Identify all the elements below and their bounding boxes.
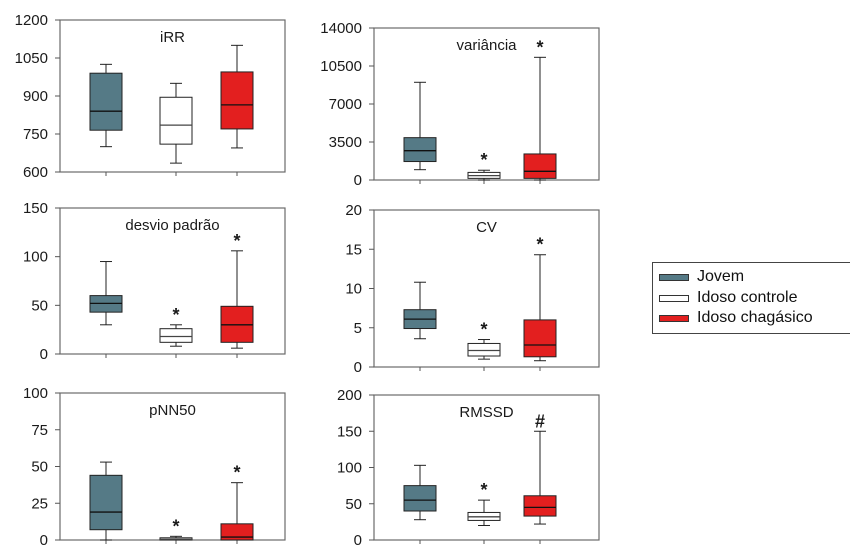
box-idoso-chagasico: *: [220, 463, 254, 541]
box-iqr: [220, 523, 254, 541]
box-iqr: [403, 485, 437, 512]
chart-title: variância: [456, 37, 517, 54]
y-tick-label: 0: [40, 346, 48, 363]
chart-panel-irr: 600 750 900 1050 1200 iRR: [15, 12, 286, 181]
y-tick-label: 25: [31, 495, 48, 512]
chart-panel-desvio-padrao: 0 50 100 150 desvio padrão * *: [23, 200, 286, 363]
legend-item-idoso-chagasico: Idoso chagásico: [659, 309, 813, 327]
chart-title: pNN50: [149, 402, 196, 419]
legend-swatch-idoso-chagasico: [659, 314, 689, 322]
chart-title: desvio padrão: [125, 217, 219, 234]
plot-frame: [59, 207, 286, 355]
y-tick-label: 10500: [320, 58, 362, 75]
chart-panel-variancia: 0 3500 7000 10500 14000 variância * *: [320, 20, 600, 189]
y-tick-label: 900: [23, 88, 48, 105]
y-tick-label: 15: [345, 241, 362, 258]
y-tick-label: 150: [23, 200, 48, 217]
chart-title: CV: [476, 219, 497, 236]
box-jovem: [403, 281, 437, 340]
chart-panel-rmssd: 0 50 100 150 200 RMSSD * #: [337, 387, 600, 549]
box-jovem: [89, 63, 123, 148]
y-tick-label: 75: [31, 422, 48, 439]
box-jovem: [403, 81, 437, 171]
box-iqr: [220, 71, 254, 130]
legend-item-idoso-controle: Idoso controle: [659, 289, 798, 307]
legend-item-jovem: Jovem: [659, 268, 744, 286]
legend: Jovem Idoso controle Idoso chagásico: [652, 262, 850, 334]
box-idoso-controle: *: [159, 305, 193, 347]
significance-marker: *: [480, 320, 487, 340]
box-idoso-chagasico: *: [220, 231, 254, 349]
box-jovem: [403, 464, 437, 521]
y-tick-label: 50: [31, 459, 48, 476]
y-tick-label: 0: [354, 532, 362, 549]
significance-marker: *: [233, 463, 240, 483]
box-iqr: [467, 342, 501, 357]
box-jovem: [89, 261, 123, 326]
y-tick-label: 0: [40, 532, 48, 549]
y-tick-label: 100: [337, 460, 362, 477]
box-iqr: [89, 72, 123, 131]
y-tick-label: 150: [337, 423, 362, 440]
y-tick-label: 1050: [15, 50, 48, 67]
box-idoso-controle: *: [467, 320, 501, 360]
significance-marker: *: [536, 235, 543, 255]
box-iqr: [523, 495, 557, 517]
box-idoso-controle: *: [467, 150, 501, 181]
box-iqr: [159, 328, 193, 343]
box-idoso-chagasico: [220, 44, 254, 149]
significance-marker: *: [536, 37, 543, 57]
significance-marker: *: [172, 516, 179, 536]
y-tick-label: 14000: [320, 20, 362, 37]
chart-title: iRR: [160, 29, 185, 46]
significance-marker: *: [480, 150, 487, 170]
y-tick-label: 1200: [15, 12, 48, 29]
y-tick-label: 600: [23, 164, 48, 181]
box-iqr: [159, 96, 193, 145]
significance-marker: #: [535, 411, 545, 431]
y-tick-label: 0: [354, 359, 362, 376]
significance-marker: *: [172, 305, 179, 325]
y-tick-label: 5: [354, 320, 362, 337]
box-iqr: [89, 474, 123, 531]
chart-panel-cv: 0 5 10 15 20 CV * *: [345, 202, 600, 376]
y-tick-label: 750: [23, 126, 48, 143]
legend-swatch-jovem: [659, 273, 689, 281]
legend-label-jovem: Jovem: [697, 268, 745, 285]
y-tick-label: 0: [354, 172, 362, 189]
legend-swatch-idoso-controle: [659, 294, 689, 302]
box-iqr: [523, 153, 557, 179]
significance-marker: *: [233, 231, 240, 251]
y-tick-label: 7000: [329, 96, 362, 113]
y-tick-label: 3500: [329, 134, 362, 151]
y-tick-label: 200: [337, 387, 362, 404]
y-tick-label: 50: [31, 297, 48, 314]
box-idoso-controle: [159, 82, 193, 164]
y-tick-label: 20: [345, 202, 362, 219]
legend-label-idoso-controle: Idoso controle: [697, 289, 798, 306]
box-iqr: [403, 137, 437, 163]
y-tick-label: 50: [345, 496, 362, 513]
legend-label-idoso-chagasico: Idoso chagásico: [697, 309, 813, 326]
y-tick-label: 10: [345, 281, 362, 298]
chart-title: RMSSD: [459, 404, 513, 421]
box-idoso-chagasico: *: [523, 37, 557, 181]
y-tick-label: 100: [23, 385, 48, 402]
box-iqr: [523, 319, 557, 358]
box-idoso-chagasico: *: [523, 235, 557, 362]
chart-panel-pnn50: 0 25 50 75 100 pNN50 * *: [23, 385, 286, 549]
box-idoso-controle: *: [159, 516, 193, 541]
significance-marker: *: [480, 480, 487, 500]
y-tick-label: 100: [23, 249, 48, 266]
box-jovem: [89, 461, 123, 541]
box-idoso-controle: *: [467, 480, 501, 526]
box-idoso-chagasico: #: [523, 411, 557, 525]
